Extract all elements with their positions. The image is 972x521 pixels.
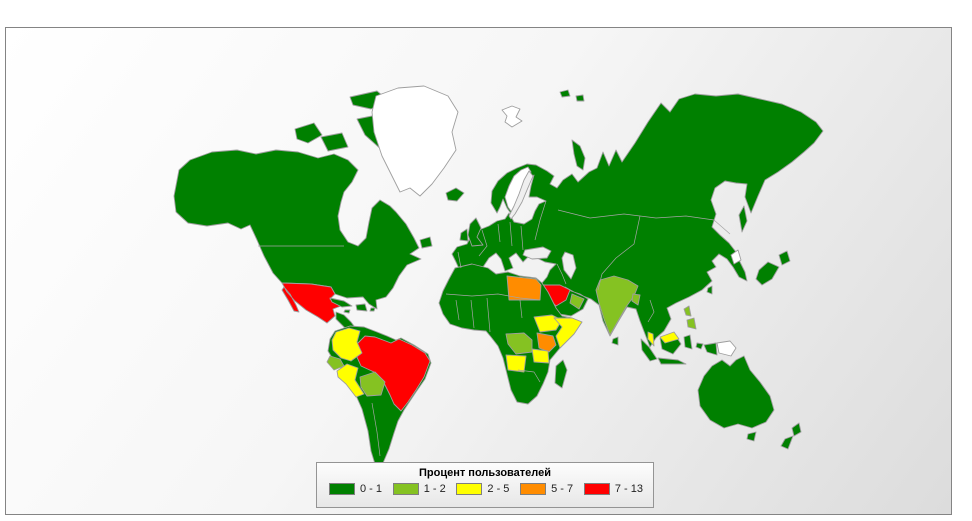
legend-item-7-13: 7 - 13 xyxy=(583,483,643,495)
region-iceland[interactable] xyxy=(445,187,465,202)
legend-item-1-2: 1 - 2 xyxy=(392,483,446,495)
border-russia-kazakhstan-china xyxy=(557,209,731,235)
world-map xyxy=(173,85,824,465)
border-nigeria xyxy=(486,297,491,333)
region-united-kingdom[interactable] xyxy=(467,217,484,247)
region-angola[interactable] xyxy=(505,354,527,373)
region-ecuador[interactable] xyxy=(326,355,345,371)
region-jamaica[interactable] xyxy=(343,309,351,314)
region-sakhalin[interactable] xyxy=(738,205,748,233)
region-victoria-island[interactable] xyxy=(320,132,349,152)
region-mexico-guatemala[interactable] xyxy=(281,282,342,324)
seas-group xyxy=(508,170,577,280)
region-dr-congo[interactable] xyxy=(505,332,533,355)
region-tasmania[interactable] xyxy=(746,431,757,442)
legend-label: 2 - 5 xyxy=(487,483,510,495)
swatch-color xyxy=(583,483,610,495)
border-france-spain xyxy=(478,229,488,257)
region-india[interactable] xyxy=(595,275,639,336)
baltic-sea xyxy=(508,170,534,220)
legend: Процент пользователей 0 - 1 1 - 2 2 - 5 … xyxy=(316,462,654,508)
legend-swatch-7-13 xyxy=(583,483,610,495)
oceania-group xyxy=(640,305,802,450)
region-papua-new-guinea[interactable] xyxy=(716,340,737,357)
border-chile-argentina xyxy=(371,402,381,457)
eurasia-group xyxy=(445,89,824,348)
border-poland-ukraine xyxy=(520,225,524,251)
region-kenya[interactable] xyxy=(536,332,557,353)
black-sea xyxy=(522,246,552,260)
region-new-zealand[interactable] xyxy=(780,422,802,450)
border-west-africa-2 xyxy=(470,299,475,329)
border-sahara xyxy=(445,293,541,301)
legend-swatch-2-5 xyxy=(456,483,483,495)
region-australia[interactable] xyxy=(697,355,775,429)
region-bolivia[interactable] xyxy=(359,371,386,397)
region-taiwan[interactable] xyxy=(706,285,713,295)
legend-item-0-1: 0 - 1 xyxy=(329,483,382,495)
region-ireland[interactable] xyxy=(459,228,469,242)
legend-swatch-5-7 xyxy=(520,483,547,495)
region-malaysia[interactable] xyxy=(647,331,680,347)
region-north-korea[interactable] xyxy=(730,249,742,265)
africa-group xyxy=(438,263,583,405)
legend-swatch-1-2 xyxy=(392,483,419,495)
region-sumatra[interactable] xyxy=(640,338,658,362)
legend-item-5-7: 5 - 7 xyxy=(520,483,573,495)
region-japan[interactable] xyxy=(755,250,791,286)
region-somalia[interactable] xyxy=(553,317,583,349)
region-oman[interactable] xyxy=(569,293,585,310)
region-java[interactable] xyxy=(657,357,687,365)
region-novaya-zemlya[interactable] xyxy=(571,139,586,171)
region-sri-lanka[interactable] xyxy=(611,336,619,346)
legend-label: 5 - 7 xyxy=(551,483,574,495)
region-newfoundland[interactable] xyxy=(419,236,433,249)
region-hispaniola[interactable] xyxy=(355,303,368,312)
region-bangladesh[interactable] xyxy=(631,293,641,306)
legend-label: 0 - 1 xyxy=(360,483,383,495)
legend-label: 1 - 2 xyxy=(423,483,446,495)
region-svalbard[interactable] xyxy=(501,105,523,128)
region-west-papua[interactable] xyxy=(703,342,718,356)
legend-items: 0 - 1 1 - 2 2 - 5 5 - 7 7 - 13 xyxy=(317,479,653,495)
swatch-color xyxy=(329,483,355,495)
geochart-panel: Процент пользователей 0 - 1 1 - 2 2 - 5 … xyxy=(5,27,952,515)
north-america-group xyxy=(173,85,459,310)
border-indochina xyxy=(647,299,655,323)
legend-item-2-5: 2 - 5 xyxy=(456,483,509,495)
border-russia-europe xyxy=(534,200,547,241)
region-franz-josef-land[interactable] xyxy=(559,89,585,102)
region-peru[interactable] xyxy=(336,363,365,398)
legend-title: Процент пользователей xyxy=(418,467,552,479)
border-southern-africa xyxy=(517,369,541,383)
swatch-color xyxy=(456,483,483,495)
border-sudan xyxy=(519,299,523,319)
region-canada-usa-alaska[interactable] xyxy=(173,149,422,310)
region-colombia[interactable] xyxy=(331,327,363,362)
border-france-germany xyxy=(497,223,501,243)
region-greenland[interactable] xyxy=(371,85,459,197)
swatch-color xyxy=(520,483,547,495)
region-tanzania[interactable] xyxy=(531,348,550,364)
border-china-india xyxy=(597,215,641,291)
border-west-africa-1 xyxy=(455,299,460,321)
region-sulawesi[interactable] xyxy=(683,334,693,350)
swatch-color xyxy=(392,483,419,495)
region-puerto-rico[interactable] xyxy=(369,307,376,312)
region-cuba[interactable] xyxy=(329,297,353,308)
border-germany-poland xyxy=(509,221,513,247)
legend-label: 7 - 13 xyxy=(614,483,643,495)
caspian-sea xyxy=(561,251,577,280)
border-portugal-spain xyxy=(457,251,462,269)
legend-swatch-0-1 xyxy=(329,483,355,495)
region-banks-island[interactable] xyxy=(294,122,323,144)
region-philippines[interactable] xyxy=(683,305,697,330)
region-madagascar[interactable] xyxy=(554,359,568,389)
border-iraq-iran xyxy=(556,263,567,285)
south-america-group xyxy=(326,325,432,465)
region-moluccas[interactable] xyxy=(695,342,704,350)
country-borders-group xyxy=(258,200,731,457)
